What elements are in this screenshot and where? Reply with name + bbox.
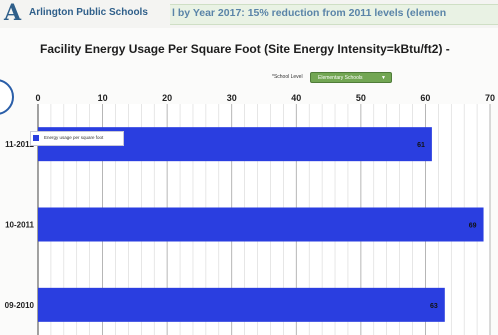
bar-value-label: 61: [417, 142, 425, 149]
x-tick-label: 0: [35, 93, 40, 103]
x-tick-label: 60: [420, 93, 430, 103]
site-header: A Arlington Public Schools l by Year 201…: [0, 0, 498, 28]
x-tick-label: 10: [98, 93, 108, 103]
x-tick-label: 50: [356, 93, 366, 103]
x-tick-label: 30: [227, 93, 237, 103]
x-tick-label: 70: [485, 93, 495, 103]
school-level-dropdown[interactable]: Elementary Schools ▼: [310, 72, 392, 83]
bar-value-label: 69: [469, 223, 477, 230]
legend-label: Energy usage per square foot: [44, 135, 104, 140]
bar: [38, 287, 445, 322]
site-title[interactable]: Arlington Public Schools: [29, 7, 148, 18]
bar: [38, 207, 484, 242]
x-tick-label: 20: [162, 93, 172, 103]
legend-swatch: [33, 135, 39, 141]
school-level-value: Elementary Schools: [318, 75, 363, 81]
category-label: 09-2010: [5, 301, 35, 310]
category-label: 10-2011: [5, 221, 34, 230]
goal-banner: l by Year 2017: 15% reduction from 2011 …: [170, 4, 498, 25]
chevron-down-icon[interactable]: ▼: [381, 75, 386, 81]
category-label: 11-2012: [5, 140, 34, 149]
goal-text: l by Year 2017: 15% reduction from 2011 …: [172, 7, 447, 19]
chart-title: Facility Energy Usage Per Square Foot (S…: [40, 42, 450, 56]
bar-value-label: 63: [430, 303, 438, 310]
school-level-label: *School Level: [272, 74, 303, 80]
logo-icon[interactable]: A: [4, 0, 22, 26]
legend: Energy usage per square foot: [30, 131, 124, 146]
x-tick-label: 40: [291, 93, 301, 103]
